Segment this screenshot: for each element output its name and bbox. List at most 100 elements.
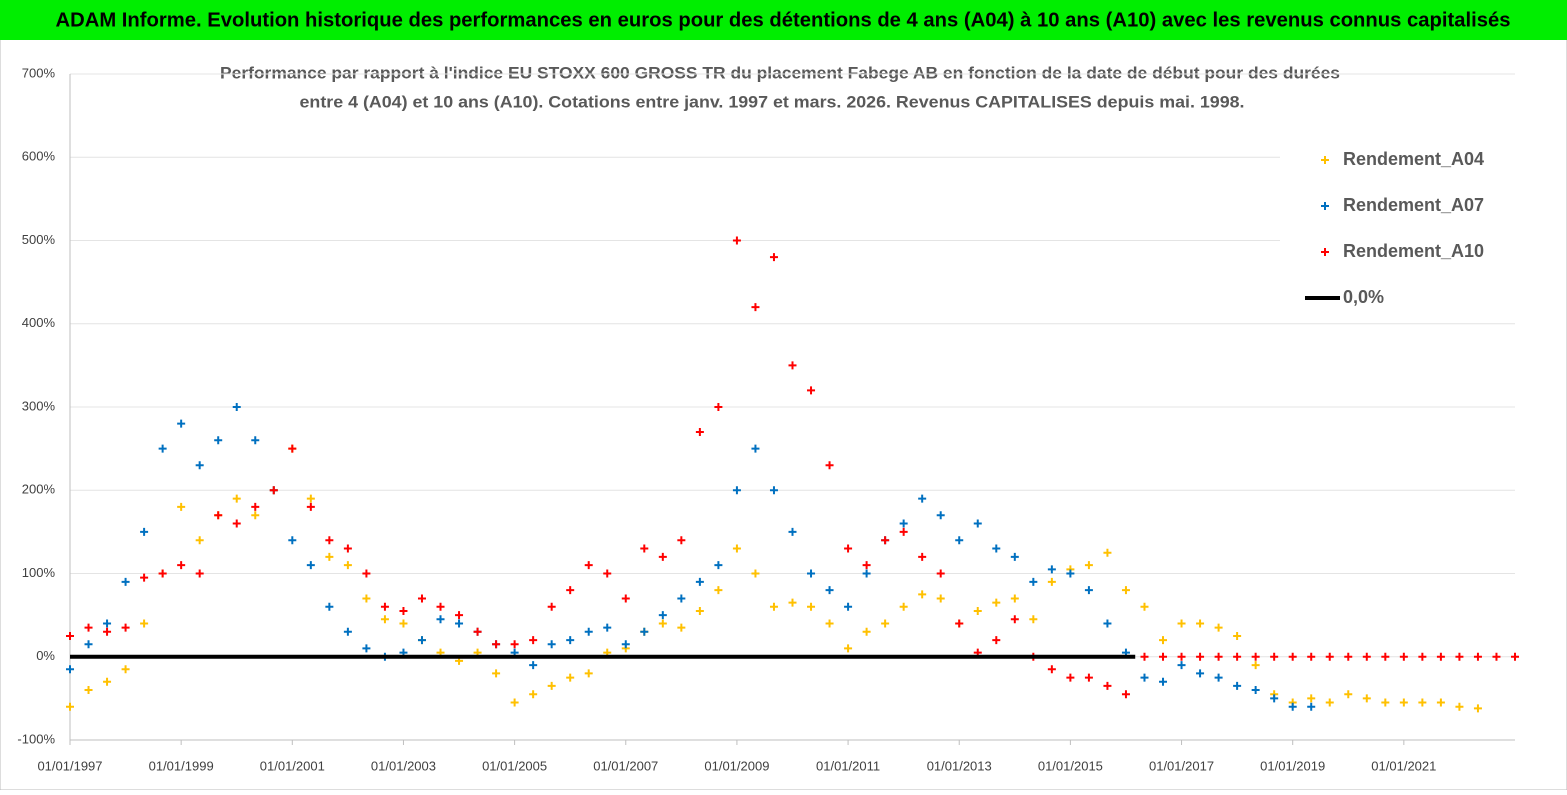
point — [1103, 548, 1112, 557]
x-tick-label: 01/01/2009 — [704, 758, 769, 773]
point — [658, 611, 667, 620]
chart-title: entre 4 (A04) et 10 ans (A10). Cotations… — [300, 92, 1245, 111]
point — [1362, 652, 1371, 661]
point — [1288, 702, 1297, 711]
point — [603, 569, 612, 578]
point — [584, 627, 593, 636]
point — [1103, 681, 1112, 690]
point — [936, 594, 945, 603]
point — [584, 561, 593, 570]
point — [992, 598, 1001, 607]
legend-items: Rendement_A04 Rendement_A07 Rendement_A10 0… — [1305, 149, 1484, 307]
point — [66, 702, 74, 711]
point — [232, 403, 241, 411]
point — [677, 623, 686, 632]
y-tick-label: 700% — [22, 65, 56, 80]
point — [343, 544, 352, 553]
point — [973, 606, 982, 615]
header-bar — [0, 0, 1567, 40]
x-tick-label: 01/01/2017 — [1149, 758, 1214, 773]
point — [1140, 652, 1149, 661]
point — [306, 561, 315, 570]
point — [473, 627, 482, 636]
point — [769, 602, 778, 611]
x-tick-label: 01/01/2013 — [927, 758, 992, 773]
point — [547, 640, 556, 649]
point — [1455, 702, 1464, 711]
point — [1233, 681, 1242, 690]
point — [1233, 652, 1242, 661]
point — [66, 665, 74, 674]
point — [84, 686, 93, 695]
point — [195, 536, 204, 545]
point — [325, 536, 334, 545]
point — [695, 606, 704, 615]
legend-label: Rendement_A07 — [1343, 195, 1484, 215]
point — [343, 561, 352, 570]
point — [1381, 652, 1390, 661]
y-tick-label: 100% — [22, 565, 56, 580]
point — [547, 602, 556, 611]
point — [955, 536, 964, 545]
x-tick-label: 01/01/2011 — [816, 758, 880, 773]
point — [492, 669, 501, 678]
point — [1307, 694, 1316, 703]
point — [232, 519, 241, 528]
point — [899, 527, 908, 536]
point — [1047, 577, 1056, 586]
point — [807, 569, 816, 578]
point — [1140, 673, 1149, 682]
point — [1066, 569, 1075, 578]
x-tick-label: 01/01/2019 — [1260, 758, 1325, 773]
point — [288, 444, 297, 453]
point — [362, 594, 371, 603]
point — [918, 494, 927, 503]
x-tick-label: 01/01/2007 — [593, 758, 658, 773]
chart-title: Performance par rapport à l'indice EU ST… — [220, 63, 1340, 82]
point — [121, 623, 130, 632]
x-tick-label: 01/01/2005 — [482, 758, 547, 773]
point — [603, 623, 612, 632]
point — [1047, 565, 1056, 574]
x-tick-label: 01/01/1999 — [149, 758, 214, 773]
point — [214, 436, 223, 445]
point — [936, 511, 945, 520]
point — [121, 665, 130, 674]
legend-label: Rendement_A04 — [1343, 149, 1484, 169]
point — [1159, 677, 1168, 686]
point — [1325, 698, 1334, 707]
point — [1344, 690, 1353, 699]
point — [1436, 698, 1445, 707]
point — [1140, 602, 1149, 611]
point — [844, 602, 853, 611]
point — [788, 527, 797, 536]
plot: -100% 0% 100% 200% 300% 400% 500% 600% 700% 01/01… — [17, 65, 1519, 773]
point — [1473, 652, 1482, 661]
point — [769, 253, 778, 262]
point — [140, 619, 149, 628]
point — [918, 590, 927, 599]
point — [232, 494, 241, 503]
point — [1214, 652, 1223, 661]
point — [899, 602, 908, 611]
point — [1084, 561, 1093, 570]
point — [658, 619, 667, 628]
point — [1084, 586, 1093, 595]
point — [992, 636, 1001, 645]
point — [751, 444, 760, 453]
point — [1399, 652, 1408, 661]
y-tick-label: 600% — [22, 149, 56, 164]
point — [529, 636, 538, 645]
point — [621, 594, 630, 603]
point — [584, 669, 593, 678]
point — [862, 561, 871, 570]
point — [695, 427, 704, 436]
x-tick-label: 01/01/2021 — [1371, 758, 1436, 773]
point — [881, 536, 890, 545]
y-tick-label: 400% — [22, 315, 56, 330]
point — [1418, 652, 1427, 661]
point — [1418, 698, 1427, 707]
point — [177, 561, 186, 570]
